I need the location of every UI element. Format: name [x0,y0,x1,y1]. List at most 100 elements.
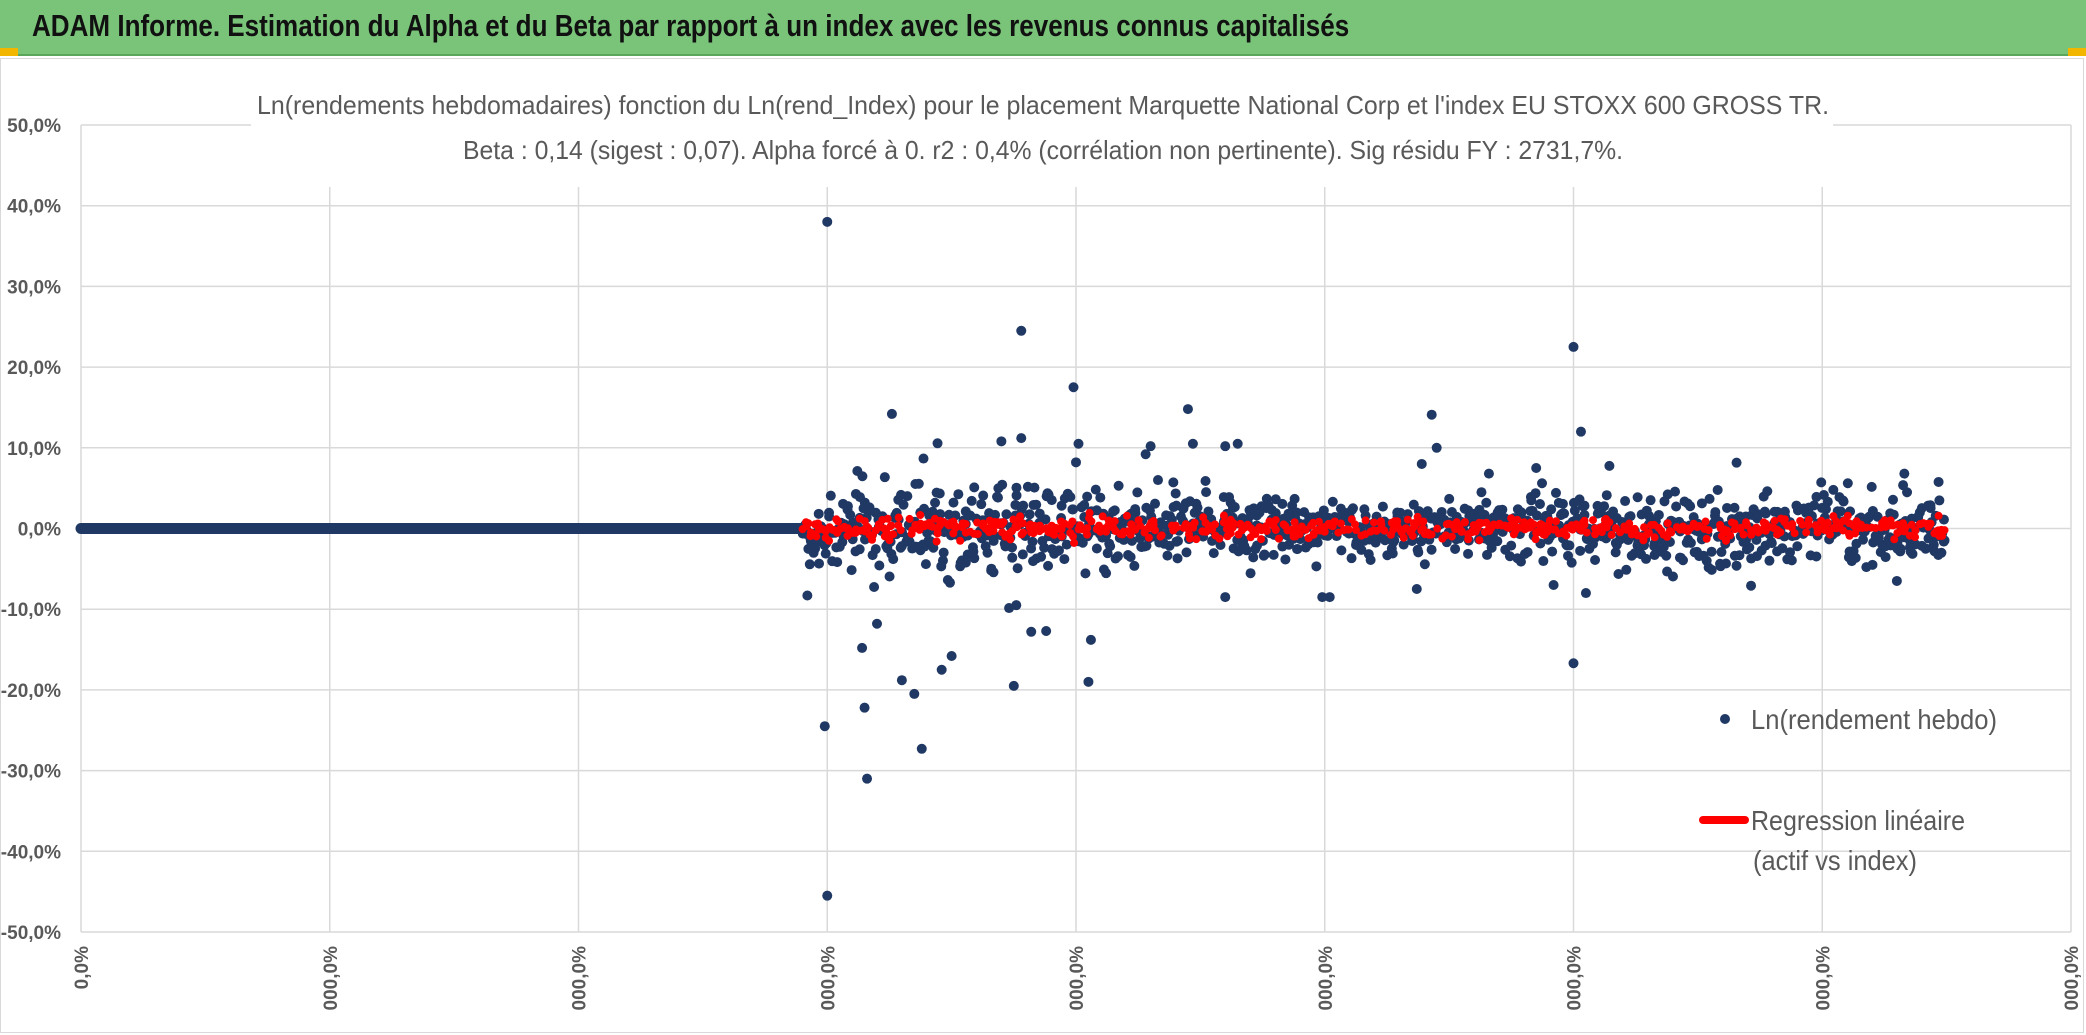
legend-marker-points [1720,714,1730,724]
data-point [1792,541,1803,552]
data-point [1786,555,1797,566]
regression-point [1825,530,1834,539]
data-point [927,506,938,517]
data-point [1007,552,1018,563]
data-point [879,472,890,483]
data-point [1613,568,1624,579]
data-point-outlier [1220,441,1231,452]
data-point [1902,487,1913,498]
data-point [1229,501,1240,512]
data-point [1031,499,1042,510]
data-point [1522,547,1533,558]
data-point-outlier [802,590,813,601]
regression-point [1210,520,1219,529]
data-point [1018,500,1029,511]
data-point [1866,481,1877,492]
data-point [1766,538,1777,549]
data-point [944,577,955,588]
report-title: ADAM Informe. Estimation du Alpha et du … [32,8,1350,43]
data-point [1053,545,1064,556]
data-point-outlier [936,664,947,675]
data-point-outlier [822,890,833,901]
regression-point [887,521,896,530]
data-point [1248,552,1259,563]
data-point-outlier [1317,592,1328,603]
regression-point [973,518,982,527]
regression-point [1314,517,1323,526]
regression-point [1823,518,1832,527]
data-point [1858,534,1869,545]
regression-point [883,514,892,523]
regression-point [1545,516,1554,525]
regression-points [798,508,1949,547]
data-point-outlier [1431,442,1442,453]
regression-point [956,536,965,545]
data-point [1059,554,1070,565]
regression-point [1721,536,1730,545]
regression-point [1839,526,1848,535]
regression-point [1911,533,1920,542]
data-point-outlier [1016,433,1027,444]
data-point-outlier [1891,575,1902,586]
data-point [1061,539,1072,550]
data-point [1113,480,1124,491]
regression-point [812,532,821,541]
data-point [997,479,1008,490]
data-point [1208,548,1219,559]
data-point [920,559,931,570]
data-point [1292,543,1303,554]
regression-point [1464,535,1473,544]
data-point [1820,504,1831,515]
data-point [804,559,815,570]
regression-point [1403,515,1412,524]
chart-area[interactable]: 50,0% 40,0% 30,0% 20,0% 10,0% 0,0% -10,0% -20,0… [0,58,2084,1033]
data-point [1872,511,1883,522]
cell-marker-top-right [2068,48,2086,56]
regression-point [1780,515,1789,524]
data-point [1746,580,1757,591]
regression-point [1050,530,1059,539]
regression-point [1770,516,1779,525]
data-point [1492,536,1503,547]
y-tick-label: 0,0% [18,520,61,541]
data-point [1168,477,1179,488]
data-point-outlier [1220,592,1231,603]
regression-point [1427,530,1436,539]
regression-point [1352,526,1361,535]
y-tick-label: 50,0% [7,116,61,137]
regression-point [1068,517,1077,526]
regression-point [1361,516,1370,525]
data-point [888,554,899,565]
data-point [1880,552,1891,563]
regression-point [864,523,873,532]
data-point [1291,507,1302,518]
data-point [1029,482,1040,493]
data-point [1080,568,1091,579]
regression-point [1185,534,1194,543]
data-point [1203,506,1214,517]
regression-point [1329,518,1338,527]
regression-point [1257,535,1266,544]
y-tick-label: -10,0% [1,600,61,621]
data-point-outlier [1187,438,1198,449]
regression-point [905,514,914,523]
regression-point [1739,530,1748,539]
data-point [1716,547,1727,558]
data-point [948,497,959,508]
regression-point [1057,532,1066,541]
regression-point [1151,526,1160,535]
data-point [1497,504,1508,515]
regression-point [1531,535,1540,544]
regression-point [1580,516,1589,525]
data-point [832,557,843,568]
regression-point [1513,515,1522,524]
data-point [1579,500,1590,511]
regression-point [1911,526,1920,535]
data-point [1534,499,1545,510]
data-point-outlier [1016,325,1027,336]
regression-point [932,537,941,546]
regression-point [1215,534,1224,543]
regression-point [1301,525,1310,534]
data-point-outlier [1068,382,1079,393]
regression-point [1369,518,1378,527]
